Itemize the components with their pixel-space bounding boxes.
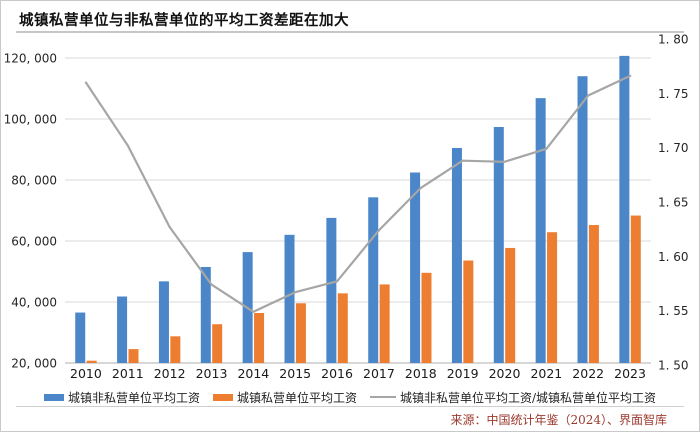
right-axis-tick: 1. 50 [658,359,689,373]
bar-private-2016 [337,293,348,363]
left-axis-tick: 80, 000 [11,174,57,188]
x-axis-tick-2017: 2017 [363,366,395,381]
bar-non-private-2017 [368,197,379,363]
bar-non-private-2016 [326,217,337,363]
bar-non-private-2012 [158,281,169,363]
source-note: 来源：中国统计年鉴（2024）、界面智库 [450,413,667,427]
x-axis-tick-2011: 2011 [112,366,144,381]
bar-non-private-2018 [410,172,421,363]
x-axis-tick-2019: 2019 [447,366,479,381]
x-axis-tick-2015: 2015 [279,366,311,381]
x-axis-tick-2022: 2022 [572,366,604,381]
bar-non-private-2011 [117,296,128,363]
right-axis-tick: 1. 55 [658,304,689,318]
left-axis-tick: 120, 000 [4,52,57,66]
x-axis-tick-2014: 2014 [237,366,269,381]
chart-legend: 城镇非私营单位平均工资 城镇私营单位平均工资 城镇非私营单位平均工资/城镇私营单… [1,389,699,405]
left-axis-tick: 20, 000 [11,357,57,371]
bar-non-private-2023 [619,55,630,364]
bar-non-private-2015 [284,234,295,363]
legend-swatch-ratio-line-icon [369,395,396,399]
bar-non-private-2022 [577,76,588,363]
bar-private-2010 [86,360,97,363]
left-axis-tick: 60, 000 [11,235,57,249]
bar-non-private-2021 [535,98,546,363]
bar-private-2023 [630,215,641,363]
bar-private-2020 [505,247,516,363]
x-axis-tick-2013: 2013 [196,366,228,381]
legend-label-private: 城镇私营单位平均工资 [236,390,357,405]
x-axis-tick-2010: 2010 [70,366,102,381]
bar-private-2021 [547,232,558,363]
legend-item-ratio: 城镇非私营单位平均工资/城镇私营单位平均工资 [369,389,657,406]
ratio-line [84,74,632,313]
right-axis-tick: 1. 70 [658,141,689,155]
bar-private-2013 [212,324,223,363]
legend-label-non-private: 城镇非私营单位平均工资 [67,390,200,405]
legend-item-non-private: 城镇非私营单位平均工资 [43,389,200,406]
bar-non-private-2020 [493,126,504,363]
left-axis-tick: 40, 000 [11,296,57,310]
right-axis-tick: 1. 60 [658,250,689,264]
title-divider [16,31,684,33]
bar-private-2012 [170,336,181,363]
bar-private-2018 [421,272,432,363]
chart-title: 城镇私营单位与非私营单位的平均工资差距在加大 [19,12,349,29]
legend-label-ratio: 城镇非私营单位平均工资/城镇私营单位平均工资 [399,390,657,405]
bar-private-2017 [379,284,390,363]
x-axis-tick-2012: 2012 [154,366,186,381]
right-axis-tick: 1. 80 [658,33,689,47]
legend-item-private: 城镇私营单位平均工资 [212,389,357,406]
bar-private-2015 [295,303,306,363]
bar-non-private-2013 [200,266,211,363]
bar-private-2019 [463,260,474,363]
right-axis-tick: 1. 65 [658,196,689,210]
bar-non-private-2019 [451,147,462,363]
x-axis-tick-2021: 2021 [530,366,562,381]
right-axis-tick: 1. 75 [658,87,689,101]
bar-private-2011 [128,349,139,363]
x-axis-tick-2016: 2016 [321,366,353,381]
footer-divider [16,406,684,407]
bar-private-2022 [588,225,599,363]
legend-swatch-non-private-icon [43,393,64,401]
bar-non-private-2010 [75,312,86,363]
x-axis-tick-2018: 2018 [405,366,437,381]
legend-swatch-private-icon [212,393,233,401]
x-axis-tick-2020: 2020 [489,366,521,381]
left-axis-tick: 100, 000 [4,113,57,127]
x-axis-tick-2023: 2023 [614,366,646,381]
bar-private-2014 [254,313,265,363]
